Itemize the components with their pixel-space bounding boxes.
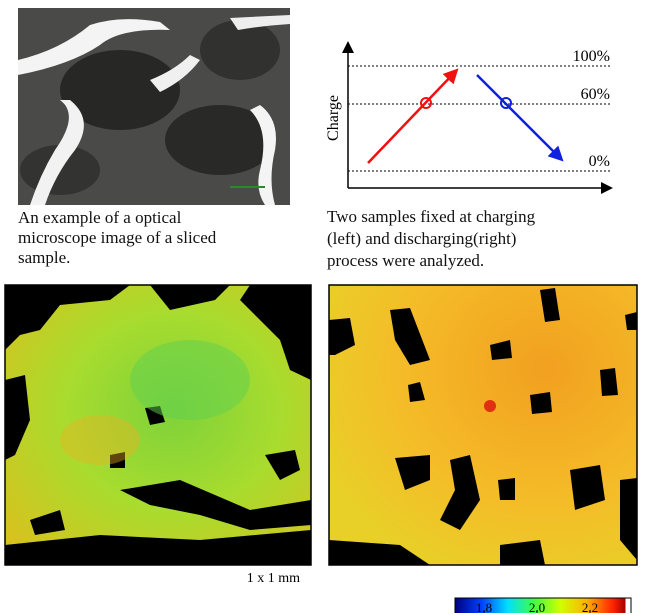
charged-map (5, 285, 311, 565)
process-caption: Two samples fixed at charging (left) and… (327, 206, 535, 272)
figure: 100% 60% 0% Charge (0, 0, 647, 613)
colorbar-labels: 1.8 2.0 2.2 (440, 601, 640, 613)
caption-line: microscope image of a sliced (18, 228, 216, 248)
scale-label: 1 x 1 mm (247, 571, 300, 586)
charge-diagram: 100% 60% 0% Charge (325, 44, 612, 188)
axis-label: Charge (325, 95, 342, 141)
colorbar-tick-label: 2.2 (582, 601, 598, 614)
level-label: 0% (589, 153, 610, 170)
microscope-image (18, 8, 290, 205)
level-label: 100% (573, 48, 610, 65)
colorbar-tick-label: 2.0 (529, 601, 545, 614)
caption-line: An example of a optical (18, 208, 216, 228)
caption-line: process were analyzed. (327, 250, 535, 272)
page: {"microscope_caption": {"lines": ["An ex… (0, 0, 647, 613)
caption-line: (left) and discharging(right) (327, 228, 535, 250)
caption-line: Two samples fixed at charging (327, 206, 535, 228)
page-body: 100% 60% 0% Charge (0, 0, 647, 613)
caption-line: sample. (18, 248, 216, 268)
colorbar-tick-label: 1.8 (476, 601, 492, 614)
charging-arrow (368, 72, 455, 163)
microscope-caption: An example of a optical microscope image… (18, 208, 216, 268)
discharging-arrow (477, 75, 560, 158)
level-label: 60% (581, 86, 610, 103)
discharged-map (329, 285, 637, 565)
